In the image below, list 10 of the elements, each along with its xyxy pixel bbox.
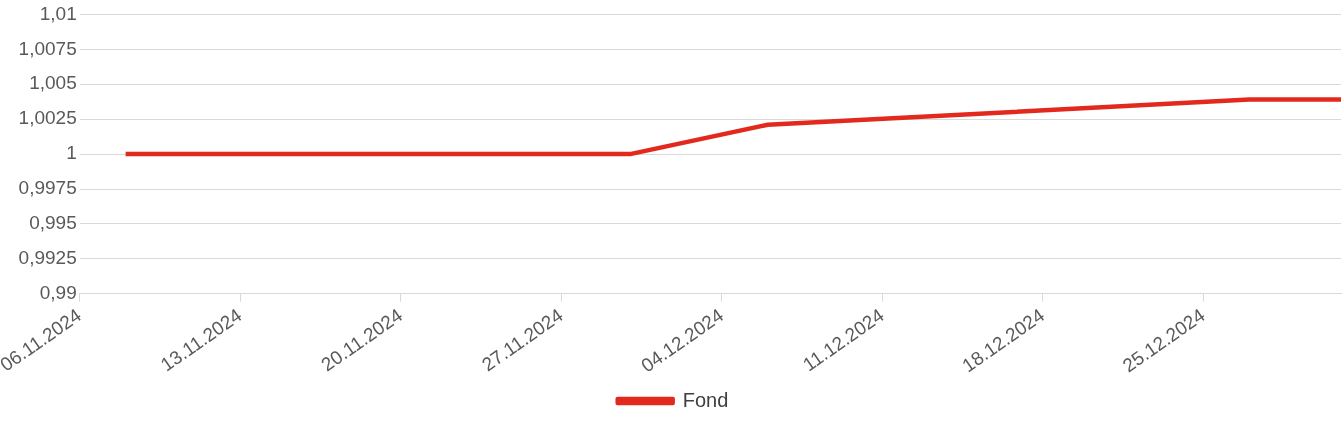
y-tick-label: 1,01 xyxy=(39,2,77,24)
y-tick-label: 0,99 xyxy=(39,282,77,304)
y-tick-label: 1,0075 xyxy=(18,37,77,59)
legend-label: Fond xyxy=(682,388,729,411)
y-tick-label: 1,0025 xyxy=(18,107,77,129)
y-tick-label: 1,005 xyxy=(29,72,77,94)
y-tick-label: 0,9925 xyxy=(18,247,77,269)
y-tick-label: 0,995 xyxy=(29,212,77,234)
y-tick-label: 1 xyxy=(66,142,77,164)
y-tick-label: 0,9975 xyxy=(18,177,77,199)
